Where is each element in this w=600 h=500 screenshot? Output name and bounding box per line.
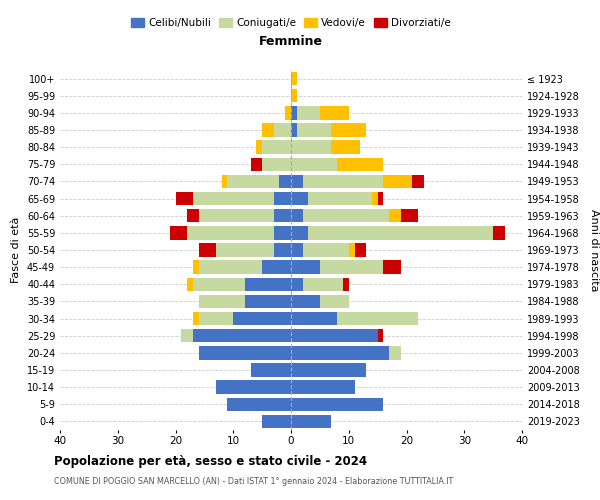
Bar — [291, 106, 297, 120]
Y-axis label: Anni di nascita: Anni di nascita — [589, 209, 599, 291]
Bar — [320, 106, 349, 120]
Bar — [256, 140, 262, 154]
Bar — [216, 380, 291, 394]
Bar — [331, 124, 366, 136]
Bar — [343, 278, 349, 291]
Bar — [389, 209, 401, 222]
Bar — [401, 209, 418, 222]
Bar — [262, 124, 274, 136]
Bar — [320, 294, 349, 308]
Bar — [245, 294, 291, 308]
Bar — [291, 158, 337, 171]
Bar — [493, 226, 505, 239]
Bar — [193, 329, 291, 342]
Bar — [291, 244, 302, 256]
Bar — [331, 140, 360, 154]
Text: Femmine: Femmine — [259, 36, 323, 49]
Bar — [291, 346, 389, 360]
Bar — [291, 72, 297, 86]
Bar — [291, 174, 302, 188]
Bar — [308, 192, 372, 205]
Text: Popolazione per età, sesso e stato civile - 2024: Popolazione per età, sesso e stato civil… — [54, 455, 367, 468]
Bar — [199, 260, 262, 274]
Bar — [227, 174, 280, 188]
Bar — [251, 158, 262, 171]
Bar — [291, 89, 297, 102]
Bar — [389, 346, 401, 360]
Bar — [181, 329, 193, 342]
Bar — [280, 174, 291, 188]
Bar — [308, 226, 493, 239]
Bar — [291, 140, 331, 154]
Bar — [291, 414, 331, 428]
Bar — [193, 278, 245, 291]
Bar — [176, 192, 193, 205]
Bar — [199, 244, 216, 256]
Bar — [291, 312, 337, 326]
Bar — [291, 364, 366, 376]
Bar — [251, 364, 291, 376]
Bar — [297, 106, 320, 120]
Legend: Celibi/Nubili, Coniugati/e, Vedovi/e, Divorziati/e: Celibi/Nubili, Coniugati/e, Vedovi/e, Di… — [127, 14, 455, 32]
Bar — [274, 192, 291, 205]
Bar — [187, 278, 193, 291]
Y-axis label: Fasce di età: Fasce di età — [11, 217, 21, 283]
Bar — [291, 329, 377, 342]
Bar — [291, 226, 308, 239]
Bar — [291, 398, 383, 411]
Bar — [222, 174, 227, 188]
Bar — [193, 192, 274, 205]
Bar — [193, 312, 199, 326]
Bar — [291, 260, 320, 274]
Bar — [199, 294, 245, 308]
Bar — [262, 140, 291, 154]
Bar — [291, 209, 302, 222]
Bar — [337, 158, 383, 171]
Bar — [274, 124, 291, 136]
Bar — [227, 398, 291, 411]
Bar — [320, 260, 383, 274]
Bar — [199, 312, 233, 326]
Bar — [355, 244, 366, 256]
Bar — [412, 174, 424, 188]
Bar — [199, 346, 291, 360]
Bar — [302, 209, 389, 222]
Bar — [274, 226, 291, 239]
Bar — [377, 329, 383, 342]
Bar — [302, 174, 383, 188]
Bar — [383, 260, 401, 274]
Bar — [170, 226, 187, 239]
Bar — [302, 244, 349, 256]
Bar — [262, 260, 291, 274]
Text: COMUNE DI POGGIO SAN MARCELLO (AN) - Dati ISTAT 1° gennaio 2024 - Elaborazione T: COMUNE DI POGGIO SAN MARCELLO (AN) - Dat… — [54, 478, 453, 486]
Bar — [216, 244, 274, 256]
Bar — [262, 158, 291, 171]
Bar — [274, 209, 291, 222]
Bar — [262, 414, 291, 428]
Bar — [377, 192, 383, 205]
Bar — [187, 226, 274, 239]
Bar — [291, 192, 308, 205]
Bar — [285, 106, 291, 120]
Bar — [233, 312, 291, 326]
Bar — [291, 294, 320, 308]
Bar — [187, 209, 199, 222]
Bar — [383, 174, 412, 188]
Bar — [291, 278, 302, 291]
Bar — [337, 312, 418, 326]
Bar — [291, 380, 355, 394]
Bar — [297, 124, 331, 136]
Bar — [291, 124, 297, 136]
Bar — [302, 278, 343, 291]
Bar — [372, 192, 377, 205]
Bar — [245, 278, 291, 291]
Bar — [349, 244, 355, 256]
Bar — [274, 244, 291, 256]
Bar — [193, 260, 199, 274]
Bar — [199, 209, 274, 222]
